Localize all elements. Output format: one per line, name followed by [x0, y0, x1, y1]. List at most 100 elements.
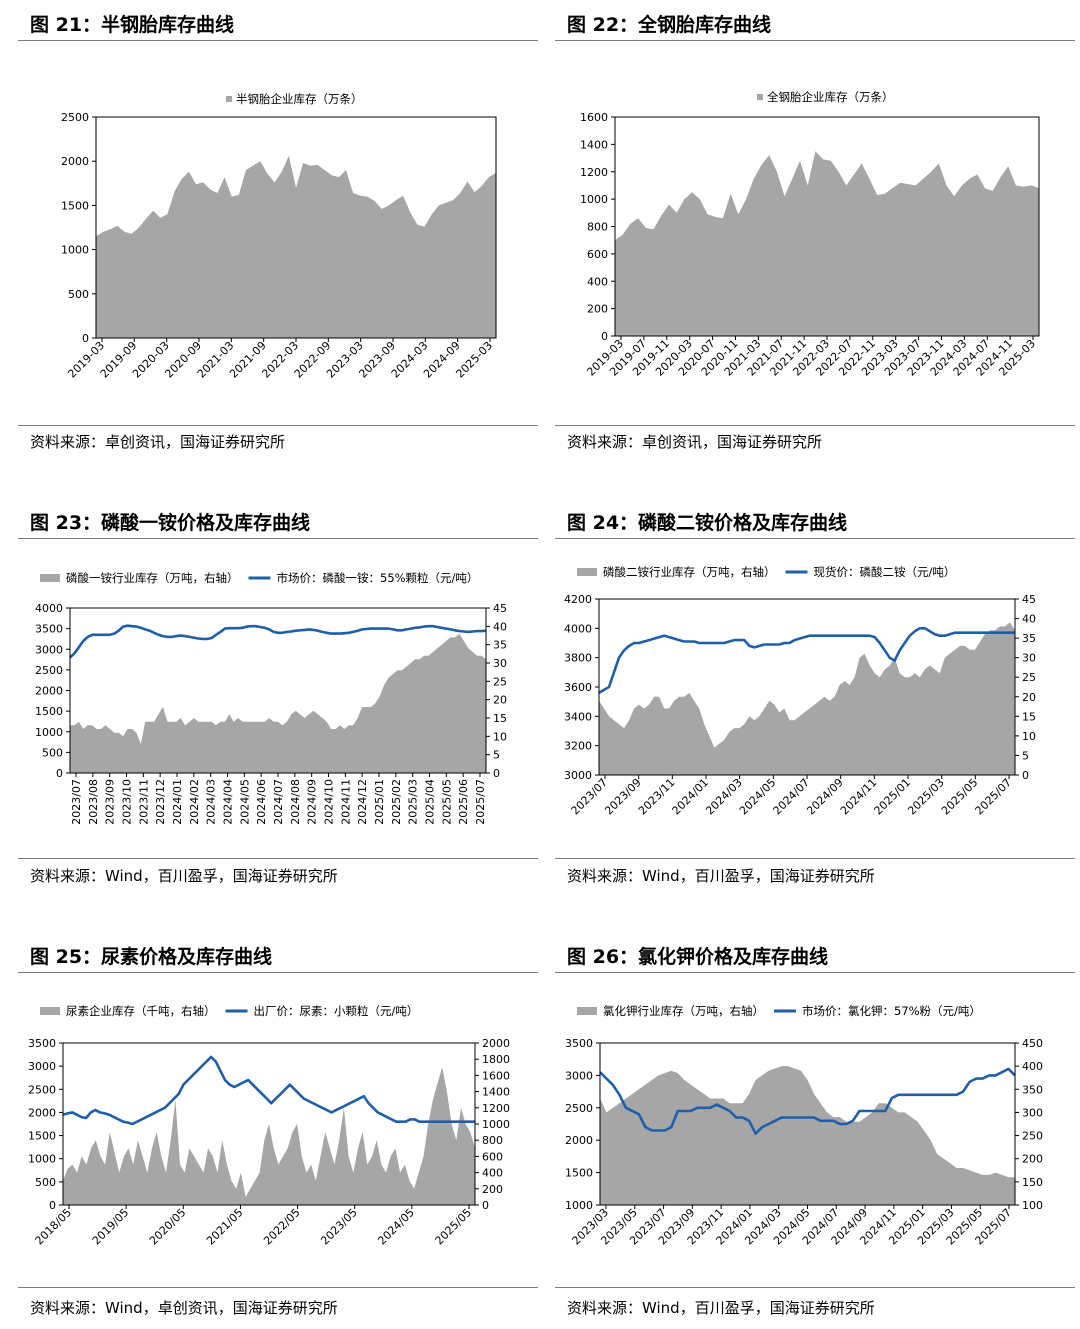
right-axis-tick-label: 100: [1022, 1199, 1043, 1212]
figure-panel-23: 图 23：磷酸一铵价格及库存曲线 0 500 1000 1500 2000 2500 300…: [18, 508, 538, 903]
area-series-0: [96, 155, 496, 338]
left-axis-tick-label: 3500: [28, 1037, 56, 1050]
chart-map-price-inventory: 0 500 1000 1500 2000 2500 3000 3500 4000 0 5 10 15 20…: [35, 571, 507, 825]
left-axis-tick-label: 500: [35, 1176, 56, 1189]
left-axis-tick-label: 1200: [580, 166, 608, 179]
right-axis-tick-label: 400: [482, 1167, 503, 1180]
right-axis-tick-label: 1000: [482, 1118, 510, 1131]
x-axis-tick-label: 2024/08: [289, 779, 302, 825]
right-axis-tick-label: 400: [1022, 1060, 1043, 1073]
x-axis-tick-label: 2022/05: [261, 1206, 303, 1248]
right-axis-tick-label: 450: [1022, 1037, 1043, 1050]
legend-swatch-area: [577, 1007, 597, 1015]
left-axis-tick-label: 2000: [35, 685, 63, 698]
left-axis-tick-label: 3200: [564, 740, 592, 753]
x-axis-tick-label: 2025/06: [457, 779, 470, 825]
right-axis-tick-label: 1800: [482, 1053, 510, 1066]
x-axis-tick-label: 2024/11: [339, 779, 352, 825]
divider: [18, 858, 538, 859]
legend-label-line: 市场价：磷酸一铵：55%颗粒（元/吨）: [277, 571, 479, 585]
x-axis-tick-label: 2024/09: [306, 779, 319, 825]
left-axis-tick-label: 200: [587, 303, 608, 316]
right-axis-tick-label: 0: [1022, 769, 1029, 782]
legend-swatch-area: [577, 568, 597, 576]
left-axis-tick-label: 0: [601, 330, 608, 343]
x-axis-tick-label: 2024/10: [323, 779, 336, 825]
left-axis-tick-label: 600: [587, 248, 608, 261]
x-axis-tick-label: 2025/05: [433, 1206, 475, 1248]
right-axis-tick-label: 250: [1022, 1130, 1043, 1143]
left-axis-tick-label: 3500: [565, 1037, 593, 1050]
right-axis-tick-label: 600: [482, 1150, 503, 1163]
x-axis-tick-label: 2018/05: [33, 1206, 75, 1248]
legend-label-area: 磷酸二铵行业库存（万吨，右轴）: [603, 565, 776, 579]
figure-title: 图 24：磷酸二铵价格及库存曲线: [567, 512, 848, 534]
chart-half-steel-tire-inventory: 050010001500200025002019-032019-092020-0…: [61, 92, 497, 381]
x-axis-tick-label: 2024/05: [375, 1206, 417, 1248]
legend-swatch-area: [40, 574, 60, 582]
left-axis-tick-label: 1000: [565, 1199, 593, 1212]
x-axis-tick-label: 2023/08: [87, 779, 100, 825]
x-axis-tick-label: 2025/07: [474, 779, 487, 825]
legend-label-area: 尿素企业库存（千吨，右轴）: [66, 1004, 216, 1018]
left-axis-tick-label: 3000: [35, 643, 63, 656]
legend-swatch-area: [226, 96, 232, 102]
left-axis-tick-label: 2500: [61, 111, 89, 124]
right-axis-tick-label: 20: [1022, 691, 1036, 704]
right-axis-tick-label: 30: [493, 657, 507, 670]
x-axis-tick-label: 2020/05: [147, 1206, 189, 1248]
line-series-4: [62, 1055, 475, 1126]
x-axis-tick-label: 2025/04: [424, 779, 437, 825]
right-axis-tick-label: 45: [493, 602, 507, 615]
left-axis-tick-label: 3000: [565, 1069, 593, 1082]
x-axis-tick-label: 2025/02: [390, 779, 403, 825]
figure-title: 图 22：全钢胎库存曲线: [567, 14, 772, 36]
left-axis-tick-label: 0: [49, 1199, 56, 1212]
right-axis-tick-label: 45: [1022, 593, 1036, 606]
x-axis-tick-label: 2023/10: [121, 779, 134, 825]
x-axis-tick-label: 2023/05: [318, 1206, 360, 1248]
legend-label-area: 全钢胎企业库存（万条）: [767, 90, 894, 104]
right-axis-tick-label: 25: [493, 675, 507, 688]
chart-all-steel-tire-inventory: 020040060080010001200140016002019-032019…: [580, 90, 1040, 379]
left-axis-tick-label: 2500: [35, 664, 63, 677]
left-axis-tick-label: 2500: [28, 1083, 56, 1096]
left-axis-tick-label: 3800: [564, 652, 592, 665]
right-axis-tick-label: 20: [493, 694, 507, 707]
right-axis-tick-label: 10: [493, 730, 507, 743]
divider: [555, 858, 1075, 859]
divider: [18, 1287, 538, 1288]
figure-title: 图 23：磷酸一铵价格及库存曲线: [30, 512, 311, 534]
x-axis-tick-label: 2025/05: [440, 779, 453, 825]
x-axis-tick-label: 2024/05: [238, 779, 251, 825]
right-axis-tick-label: 30: [1022, 652, 1036, 665]
area-series-4: [63, 1067, 475, 1205]
line-series-2: [69, 624, 487, 659]
right-axis-tick-label: 40: [493, 620, 507, 633]
area-series-1: [615, 151, 1039, 336]
x-axis-tick-label: 2024/03: [205, 779, 218, 825]
divider: [555, 40, 1075, 41]
left-axis-tick-label: 500: [42, 746, 63, 759]
right-axis-tick-label: 10: [1022, 730, 1036, 743]
source-note: 资料来源：Wind，百川盈孚，国海证券研究所: [567, 867, 875, 885]
right-axis-tick-label: 35: [1022, 632, 1036, 645]
x-axis-tick-label: 2025/01: [373, 779, 386, 825]
right-axis-tick-label: 15: [493, 712, 507, 725]
legend-swatch-area: [757, 94, 763, 100]
left-axis-tick-label: 1000: [35, 726, 63, 739]
divider: [555, 538, 1075, 539]
x-axis-tick-label: 2024/02: [188, 779, 201, 825]
legend-swatch-area: [40, 1007, 60, 1015]
left-axis-tick-label: 1400: [580, 138, 608, 151]
divider: [18, 40, 538, 41]
figure-panel-25: 图 25：尿素价格及库存曲线 0 500 1000 1500 2000 2500 3000 3…: [18, 942, 538, 1327]
right-axis-tick-label: 25: [1022, 671, 1036, 684]
divider: [18, 972, 538, 973]
right-axis-tick-label: 35: [493, 639, 507, 652]
x-axis-tick-label: 2021/05: [204, 1206, 246, 1248]
right-axis-tick-label: 40: [1022, 613, 1036, 626]
x-axis-tick-label: 2025/03: [407, 779, 420, 825]
right-axis-tick-label: 15: [1022, 710, 1036, 723]
left-axis-tick-label: 1500: [28, 1130, 56, 1143]
